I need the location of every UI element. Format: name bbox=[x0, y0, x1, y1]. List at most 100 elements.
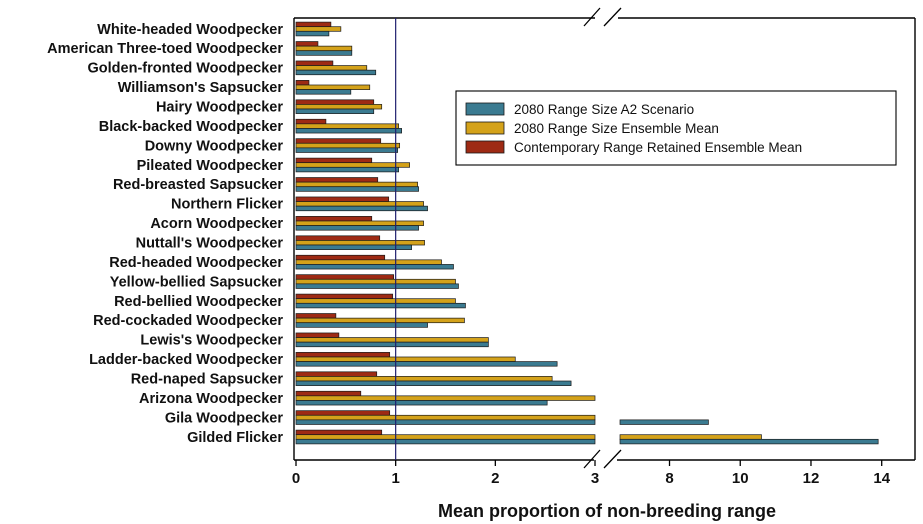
bar bbox=[295, 205, 428, 212]
category-label: Red-breasted Sapsucker bbox=[113, 177, 283, 193]
bar bbox=[295, 60, 334, 66]
bar bbox=[295, 123, 400, 129]
category-label: Acorn Woodpecker bbox=[150, 216, 283, 232]
bar bbox=[295, 352, 391, 358]
x-tick-label: 12 bbox=[803, 470, 820, 487]
category-label: Red-bellied Woodpecker bbox=[114, 294, 283, 310]
category-label: Red-headed Woodpecker bbox=[109, 255, 283, 271]
bar bbox=[295, 84, 371, 90]
bar bbox=[295, 45, 353, 52]
bar-continued bbox=[619, 419, 709, 425]
category-label: Red-cockaded Woodpecker bbox=[93, 313, 283, 329]
legend-swatch bbox=[465, 102, 505, 116]
bar bbox=[295, 21, 332, 28]
bar bbox=[295, 283, 459, 289]
axis-break-gap bbox=[597, 19, 617, 459]
bar bbox=[295, 108, 375, 114]
bar bbox=[295, 356, 516, 362]
bar bbox=[295, 50, 353, 56]
bar bbox=[295, 264, 454, 270]
bar bbox=[295, 30, 330, 37]
bars bbox=[295, 21, 879, 445]
category-label: Arizona Woodpecker bbox=[139, 391, 283, 407]
axis-break-mark bbox=[603, 7, 622, 27]
bar bbox=[295, 65, 368, 71]
bar bbox=[295, 410, 391, 416]
category-label: Northern Flicker bbox=[171, 197, 283, 213]
bar bbox=[295, 293, 394, 300]
bar bbox=[295, 177, 379, 183]
category-label: Hairy Woodpecker bbox=[156, 100, 283, 116]
bar bbox=[295, 390, 362, 397]
x-tick-label: 3 bbox=[591, 470, 599, 487]
category-label: Downy Woodpecker bbox=[145, 138, 284, 154]
bar bbox=[295, 89, 352, 95]
axis-break-mark bbox=[583, 7, 601, 27]
bar bbox=[295, 147, 399, 153]
bar bbox=[295, 302, 466, 309]
bar bbox=[295, 128, 402, 134]
legend: 2080 Range Size A2 Scenario 2080 Range Si… bbox=[455, 90, 897, 166]
axis-break-mark bbox=[583, 449, 601, 469]
legend-label: 2080 Range Size Ensemble Mean bbox=[514, 121, 719, 136]
bar bbox=[295, 429, 383, 436]
legend-box bbox=[455, 90, 897, 166]
category-label: Lewis's Woodpecker bbox=[140, 333, 283, 349]
category-label: Ladder-backed Woodpecker bbox=[89, 352, 283, 368]
bar bbox=[295, 196, 390, 202]
category-label: Nuttall's Woodpecker bbox=[136, 236, 284, 252]
bar bbox=[295, 341, 489, 348]
bar bbox=[295, 157, 373, 164]
bar bbox=[295, 395, 596, 401]
category-label: American Three-toed Woodpecker bbox=[47, 41, 283, 57]
legend-label: Contemporary Range Retained Ensemble Mea… bbox=[514, 140, 802, 155]
category-label: White-headed Woodpecker bbox=[97, 22, 283, 38]
bar bbox=[295, 99, 375, 105]
category-label: Gilded Flicker bbox=[187, 430, 283, 446]
x-axis-label: Mean proportion of non-breeding range bbox=[438, 501, 776, 521]
bar bbox=[295, 26, 342, 32]
bar bbox=[295, 201, 424, 207]
bar bbox=[295, 69, 377, 76]
bar bbox=[295, 254, 386, 261]
bar bbox=[295, 274, 395, 280]
bar bbox=[295, 118, 327, 125]
legend-swatch bbox=[465, 140, 505, 154]
bar-continued bbox=[619, 434, 762, 440]
category-label: Yellow-bellied Sapsucker bbox=[110, 274, 284, 290]
bar-continued bbox=[619, 438, 879, 445]
bar bbox=[295, 104, 383, 110]
bar bbox=[295, 361, 558, 367]
x-tick-label: 8 bbox=[665, 470, 673, 487]
bar bbox=[295, 337, 489, 343]
bar bbox=[295, 186, 419, 192]
bar bbox=[295, 419, 596, 425]
bar bbox=[295, 216, 373, 222]
x-tick-label: 1 bbox=[391, 470, 399, 487]
bar bbox=[295, 244, 412, 250]
bar bbox=[295, 376, 553, 382]
x-tick-label: 0 bbox=[292, 470, 300, 487]
bar bbox=[295, 240, 425, 246]
category-label: Red-naped Sapsucker bbox=[131, 372, 284, 388]
category-label: Golden-fronted Woodpecker bbox=[88, 61, 284, 77]
bar bbox=[295, 414, 596, 421]
bar bbox=[295, 41, 319, 47]
bar bbox=[295, 400, 548, 406]
bar bbox=[295, 438, 596, 445]
bar bbox=[295, 166, 400, 173]
x-tick-label: 14 bbox=[873, 470, 890, 487]
bar bbox=[295, 434, 596, 440]
bar bbox=[295, 332, 340, 338]
bar bbox=[295, 138, 382, 144]
category-label: Black-backed Woodpecker bbox=[99, 119, 284, 135]
bar bbox=[295, 162, 410, 168]
bar bbox=[295, 259, 442, 265]
bar bbox=[295, 225, 419, 231]
bar bbox=[295, 322, 428, 328]
x-tick-label: 2 bbox=[491, 470, 499, 487]
axis-break-mark bbox=[603, 449, 622, 469]
category-label: Gila Woodpecker bbox=[165, 410, 284, 426]
x-ticks: 0 1 2 3 8 10 12 14 bbox=[292, 460, 891, 487]
